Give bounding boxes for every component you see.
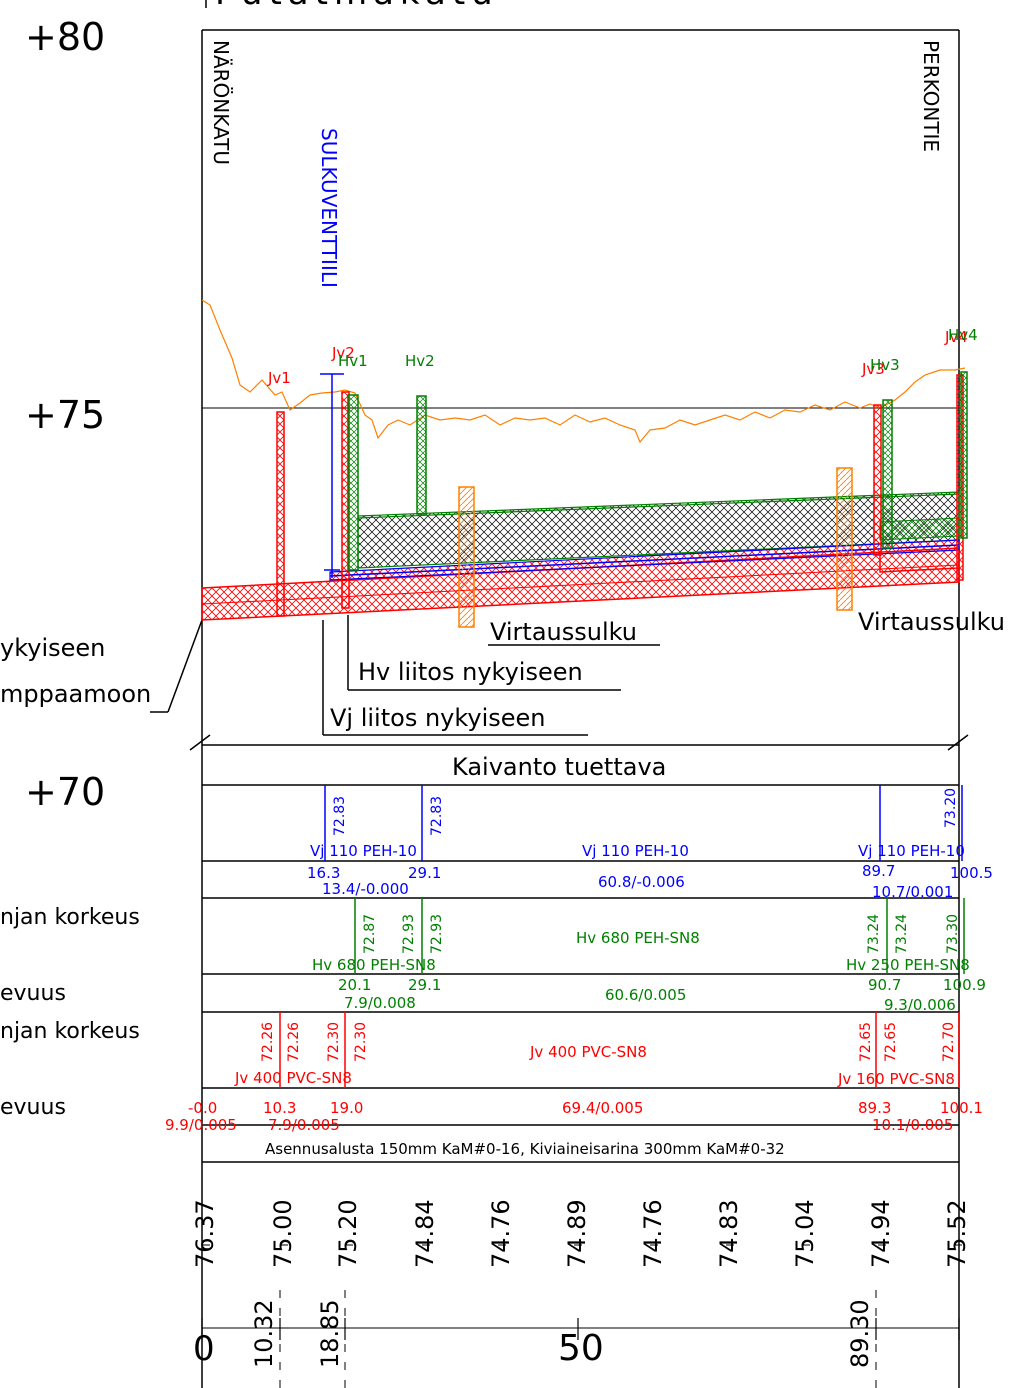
well-hv2: Hv2 (405, 352, 435, 370)
chainage-2: 18.85 (316, 1299, 344, 1368)
jv-station-4: 89.3 (858, 1099, 891, 1117)
jv-slope-b: 7.9/0.005 (268, 1116, 340, 1134)
hv-station-2: 29.1 (408, 976, 441, 994)
profile-frame (150, 29, 969, 1388)
vj-slope-right: 10.7/0.001 (872, 883, 953, 901)
jv-slope-right: 10.1/0.005 (872, 1116, 953, 1134)
vj-station-1: 16.3 (307, 864, 340, 882)
valve-label: SULKUVENTTIILI (317, 128, 341, 288)
well-hv3: Hv3 (870, 356, 900, 374)
elevation-80: +80 (25, 15, 105, 59)
jv-slope-a: 9.9/0.005 (165, 1116, 237, 1134)
ground-level-3: 75.20 (334, 1199, 362, 1268)
jv-station-5: 100.1 (940, 1099, 983, 1117)
hv-pipe-left: Hv 680 PEH-SN8 (312, 956, 436, 974)
ground-level-6: 74.89 (563, 1199, 591, 1268)
hv-level-5: 73.24 (894, 914, 910, 954)
ground-level-row: 76.37 75.00 75.20 74.84 74.76 74.89 74.7… (191, 1199, 971, 1268)
hv-slope-left: 7.9/0.008 (344, 994, 416, 1012)
jv-pipe-right: Jv 160 PVC-SN8 (837, 1070, 955, 1088)
vj-station-4: 100.5 (950, 864, 993, 882)
left-note-2: mppaamoon (0, 680, 151, 708)
vj-level-3: 73.20 (943, 788, 959, 828)
hv-level-6: 73.30 (945, 914, 961, 954)
ground-level-5: 74.76 (487, 1199, 515, 1268)
jv-station-2: 10.3 (263, 1099, 296, 1117)
hv-station-1: 20.1 (338, 976, 371, 994)
jv-station-3: 19.0 (330, 1099, 363, 1117)
elevation-70: +70 (25, 770, 105, 814)
street-right: PERKONTIE (919, 40, 943, 152)
vj-slope-left: 13.4/-0.000 (322, 880, 409, 898)
vj-level-1: 72.83 (332, 796, 348, 836)
ground-level-10: 74.94 (867, 1199, 895, 1268)
ground-level-8: 74.83 (715, 1199, 743, 1268)
jv-level-5: 72.65 (858, 1022, 874, 1062)
well-jv2: Jv2 (331, 344, 355, 362)
well-jv4: Jv4 (944, 328, 968, 346)
chainage-4: 89.30 (846, 1299, 874, 1368)
row-label-2: evuus (0, 981, 66, 1006)
hv-level-3: 72.93 (429, 914, 445, 954)
vj-slope-mid: 60.8/-0.006 (598, 873, 685, 891)
hv-level-1: 72.87 (362, 914, 378, 954)
chainage-1: 10.32 (250, 1299, 278, 1368)
jv-level-4: 72.30 (353, 1022, 369, 1062)
flow-barrier-1 (458, 486, 475, 628)
left-note-1: ykyiseen (0, 634, 105, 662)
jv-pipe-mid: Jv 400 PVC-SN8 (529, 1043, 647, 1061)
vj-pipe-left: Vj 110 PEH-10 (310, 842, 417, 860)
vj-pipe-right: Vj 110 PEH-10 (858, 842, 965, 860)
well-jv1: Jv1 (267, 369, 291, 387)
chainage-3: 50 (558, 1328, 604, 1369)
ground-level-2: 75.00 (269, 1199, 297, 1268)
ground-level-9: 75.04 (791, 1199, 819, 1268)
title-fragment: Putatmakatu (215, 0, 499, 13)
ground-surface-line (201, 299, 966, 444)
storm-wells (347, 371, 968, 571)
jv-level-6: 72.65 (883, 1022, 899, 1062)
ground-level-4: 74.84 (411, 1199, 439, 1268)
chainage-0: 0 (193, 1329, 215, 1369)
hv-station-4: 100.9 (943, 976, 986, 994)
vj-station-2: 29.1 (408, 864, 441, 882)
hv-pipe-mid: Hv 680 PEH-SN8 (576, 929, 700, 947)
flow-barrier-label-1: Virtaussulku (490, 618, 637, 646)
flow-barrier-2 (836, 467, 853, 611)
jv-level-7: 72.70 (941, 1022, 957, 1062)
jv-pipe-left: Jv 400 PVC-SN8 (234, 1069, 352, 1087)
vj-pipe-mid: Vj 110 PEH-10 (582, 842, 689, 860)
jv-level-2: 72.26 (286, 1022, 302, 1062)
jv-level-3: 72.30 (326, 1022, 342, 1062)
valve-marker (320, 373, 344, 578)
vj-connection: Vj liitos nykyiseen (330, 704, 546, 732)
row-label-1: njan korkeus (0, 905, 140, 930)
elevation-75: +75 (25, 393, 105, 437)
row-label-4: evuus (0, 1095, 66, 1120)
well-jv3: Jv3 (861, 360, 885, 378)
bedding-note: Asennusalusta 150mm KaM#0-16, Kiviaineis… (265, 1140, 785, 1158)
ground-level-7: 74.76 (639, 1199, 667, 1268)
ground-level-11: 75.52 (943, 1199, 971, 1268)
hv-level-2: 72.93 (401, 914, 417, 954)
flow-barrier-label-2: Virtaussulku (858, 608, 1005, 636)
hv-level-4: 73.24 (866, 914, 882, 954)
street-left: NÄRÖNKATU (209, 40, 233, 165)
jv-station-1: -0.0 (188, 1099, 217, 1117)
hv-connection: Hv liitos nykyiseen (358, 658, 583, 686)
hv-slope-mid: 60.6/0.005 (605, 986, 686, 1004)
well-hv1: Hv1 (338, 352, 368, 370)
jv-level-1: 72.26 (260, 1022, 276, 1062)
vj-level-2: 72.83 (429, 796, 445, 836)
hv-station-3: 90.7 (868, 976, 901, 994)
ground-level-1: 76.37 (191, 1199, 219, 1268)
hv-slope-right: 9.3/0.006 (884, 996, 956, 1014)
jv-slope-mid: 69.4/0.005 (562, 1099, 643, 1117)
vj-station-3: 89.7 (862, 862, 895, 880)
well-hv4: Hv4 (948, 326, 978, 344)
excavation-label: Kaivanto tuettava (452, 753, 666, 781)
hv-pipe-right: Hv 250 PEH-SN8 (846, 956, 970, 974)
row-label-3: njan korkeus (0, 1019, 140, 1044)
